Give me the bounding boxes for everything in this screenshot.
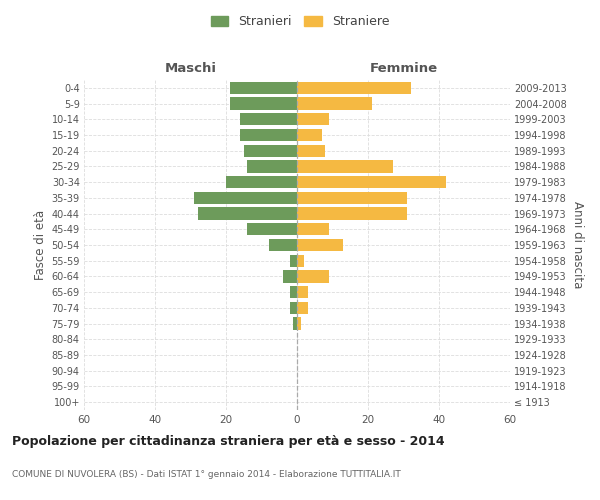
Bar [290, 286, 297, 298]
Bar [194, 192, 297, 204]
Bar [297, 176, 446, 188]
Bar [297, 144, 325, 157]
Y-axis label: Anni di nascita: Anni di nascita [571, 202, 584, 288]
Bar [283, 270, 297, 282]
Bar [240, 113, 297, 126]
Text: Maschi: Maschi [164, 62, 217, 75]
Bar [226, 176, 297, 188]
Bar [297, 98, 371, 110]
Legend: Stranieri, Straniere: Stranieri, Straniere [207, 11, 393, 32]
Bar [290, 254, 297, 267]
Bar [297, 302, 308, 314]
Text: Femmine: Femmine [370, 62, 437, 75]
Bar [247, 160, 297, 172]
Text: Popolazione per cittadinanza straniera per età e sesso - 2014: Popolazione per cittadinanza straniera p… [12, 435, 445, 448]
Bar [297, 82, 410, 94]
Bar [297, 113, 329, 126]
Bar [297, 254, 304, 267]
Bar [230, 82, 297, 94]
Bar [230, 98, 297, 110]
Y-axis label: Fasce di età: Fasce di età [34, 210, 47, 280]
Bar [297, 192, 407, 204]
Bar [297, 239, 343, 251]
Bar [293, 318, 297, 330]
Text: COMUNE DI NUVOLERA (BS) - Dati ISTAT 1° gennaio 2014 - Elaborazione TUTTITALIA.I: COMUNE DI NUVOLERA (BS) - Dati ISTAT 1° … [12, 470, 401, 479]
Bar [297, 286, 308, 298]
Bar [290, 302, 297, 314]
Bar [240, 129, 297, 141]
Bar [297, 129, 322, 141]
Bar [297, 160, 393, 172]
Bar [297, 223, 329, 235]
Bar [244, 144, 297, 157]
Bar [297, 270, 329, 282]
Bar [247, 223, 297, 235]
Bar [197, 208, 297, 220]
Bar [297, 208, 407, 220]
Bar [269, 239, 297, 251]
Bar [297, 318, 301, 330]
